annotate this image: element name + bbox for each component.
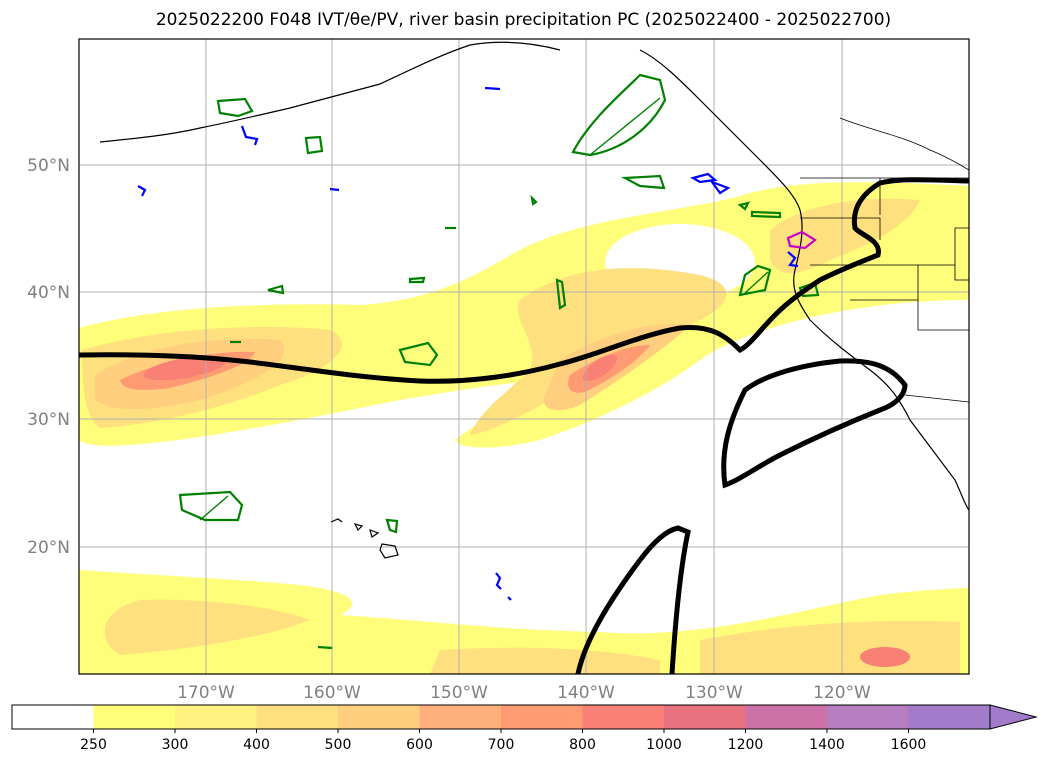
colorbar-segment bbox=[12, 705, 94, 729]
colorbar-segment bbox=[175, 705, 257, 729]
lat-label-30: 30°N bbox=[27, 410, 70, 430]
colorbar-segment bbox=[256, 705, 339, 729]
colorbar-segment bbox=[664, 705, 746, 729]
lon-label-120w: 120°W bbox=[813, 683, 871, 703]
colorbar-label: 1200 bbox=[728, 737, 764, 753]
lon-label-130w: 130°W bbox=[685, 683, 743, 703]
colorbar: 250 300 400 500 600 700 800 1000 1200 1400 1600 bbox=[11, 704, 1038, 753]
colorbar-label: 600 bbox=[406, 737, 433, 753]
ivt-shading bbox=[79, 182, 969, 674]
lon-label-150w: 150°W bbox=[430, 683, 488, 703]
map-content bbox=[79, 39, 969, 674]
colorbar-label: 800 bbox=[569, 737, 596, 753]
colorbar-segment bbox=[908, 705, 991, 729]
colorbar-label: 300 bbox=[162, 737, 189, 753]
lat-labels: 50°N 40°N 30°N 20°N bbox=[27, 156, 70, 558]
colorbar-segment bbox=[501, 705, 583, 729]
lat-label-50: 50°N bbox=[27, 156, 70, 176]
colorbar-label: 700 bbox=[488, 737, 515, 753]
colorbar-segment bbox=[419, 705, 502, 729]
theta-e-contours bbox=[79, 177, 969, 674]
colorbar-segment bbox=[338, 705, 420, 729]
colorbar-segment bbox=[93, 705, 176, 729]
map-frame bbox=[78, 38, 970, 675]
colorbar-segment bbox=[827, 705, 909, 729]
pv-magenta-contour bbox=[786, 230, 817, 250]
colorbar-label: 1600 bbox=[891, 737, 927, 753]
colorbar-label: 1400 bbox=[809, 737, 845, 753]
colorbar-label: 250 bbox=[80, 737, 107, 753]
colorbar-label: 500 bbox=[325, 737, 352, 753]
map-title: 2025022200 F048 IVT/θe/PV, river basin p… bbox=[155, 10, 892, 30]
coastlines bbox=[99, 41, 969, 511]
pv-blue-contours bbox=[137, 86, 799, 601]
colorbar-label: 400 bbox=[243, 737, 270, 753]
lon-label-170w: 170°W bbox=[177, 683, 235, 703]
colorbar-segment bbox=[745, 705, 828, 729]
lat-label-20: 20°N bbox=[27, 538, 70, 558]
pv-green-contours bbox=[178, 73, 820, 650]
lon-labels: 170°W 160°W 150°W 140°W 130°W 120°W bbox=[177, 683, 871, 703]
lon-label-160w: 160°W bbox=[303, 683, 361, 703]
lat-label-40: 40°N bbox=[27, 283, 70, 303]
colorbar-segment bbox=[582, 705, 665, 729]
colorbar-label: 1000 bbox=[646, 737, 682, 753]
hawaii-islands bbox=[330, 518, 399, 559]
colorbar-extend-arrow bbox=[989, 704, 1038, 730]
lon-label-140w: 140°W bbox=[557, 683, 615, 703]
